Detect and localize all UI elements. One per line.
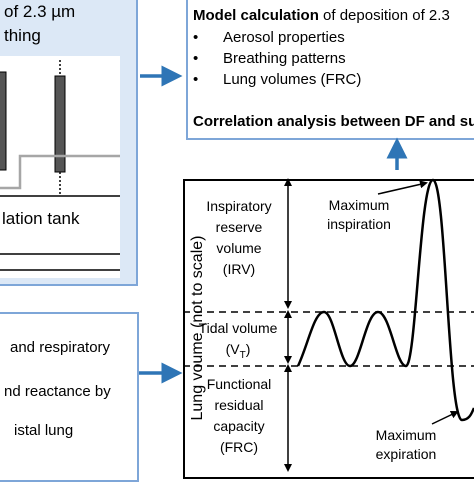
bullet-2-text: Breathing patterns: [223, 50, 346, 67]
distal-lung-text: istal lung: [14, 422, 74, 439]
irv-line-1: Inspiratory: [206, 198, 272, 214]
frc-label: Functional residual capacity (FRC): [196, 374, 282, 458]
tube-bar-right: [54, 75, 66, 173]
frc-line-2: residual: [214, 397, 264, 413]
bullet-dot: •: [193, 29, 199, 46]
vt-close: ): [245, 341, 251, 357]
frc-line-4: (FRC): [219, 439, 259, 455]
breathing-curve: [296, 178, 474, 422]
model-heading-bold: Model calculation: [193, 7, 319, 24]
model-heading: Model calculation of deposition of 2.3: [193, 7, 450, 24]
irv-line-2: reserve: [215, 219, 263, 235]
vt-open: (V: [225, 341, 240, 357]
tidal-line-2: (VT): [190, 339, 286, 366]
bullet-dot: •: [193, 71, 199, 88]
model-panel: [186, 0, 474, 140]
max-expiration-label: Maximum expiration: [362, 426, 450, 464]
correlation-text: Correlation analysis between DF and su: [193, 113, 474, 130]
max-exp-line-2: expiration: [375, 446, 437, 462]
irv-line-3: volume: [216, 240, 262, 256]
bullet-2: • Breathing patterns: [193, 50, 346, 67]
tidal-volume-label: Tidal volume (VT): [190, 318, 286, 366]
irv-line-4: (IRV): [222, 261, 256, 277]
tidal-line-1: Tidal volume: [198, 320, 278, 336]
bullet-1: • Aerosol properties: [193, 29, 345, 46]
model-heading-rest: of deposition of 2.3: [318, 7, 450, 24]
bullet-3-text: Lung volumes (FRC): [223, 71, 362, 88]
vt-subscript: T: [239, 349, 246, 361]
grey-pipe-line: [0, 154, 120, 190]
tube-bar-left: [0, 71, 7, 171]
frc-line-3: capacity: [213, 418, 265, 434]
reactance-text: nd reactance by: [4, 383, 111, 400]
max-expiration-pointer: [431, 410, 459, 425]
bullet-1-text: Aerosol properties: [223, 29, 345, 46]
irv-label: Inspiratory reserve volume (IRV): [196, 196, 282, 280]
max-insp-line-1: Maximum: [328, 197, 390, 213]
max-insp-line-2: inspiration: [327, 216, 391, 232]
particle-size-text: of 2.3 µm: [4, 2, 76, 21]
breathing-text: thing: [4, 26, 41, 45]
max-inspiration-label: Maximum inspiration: [312, 196, 406, 234]
inhalation-tank-label: lation tank: [2, 209, 80, 228]
max-inspiration-pointer: [377, 180, 428, 195]
respiratory-text: and respiratory: [10, 339, 111, 356]
bullet-3: • Lung volumes (FRC): [193, 71, 361, 88]
frc-line-1: Functional: [206, 376, 272, 392]
bullet-dot: •: [193, 50, 199, 67]
max-exp-line-1: Maximum: [375, 427, 437, 443]
